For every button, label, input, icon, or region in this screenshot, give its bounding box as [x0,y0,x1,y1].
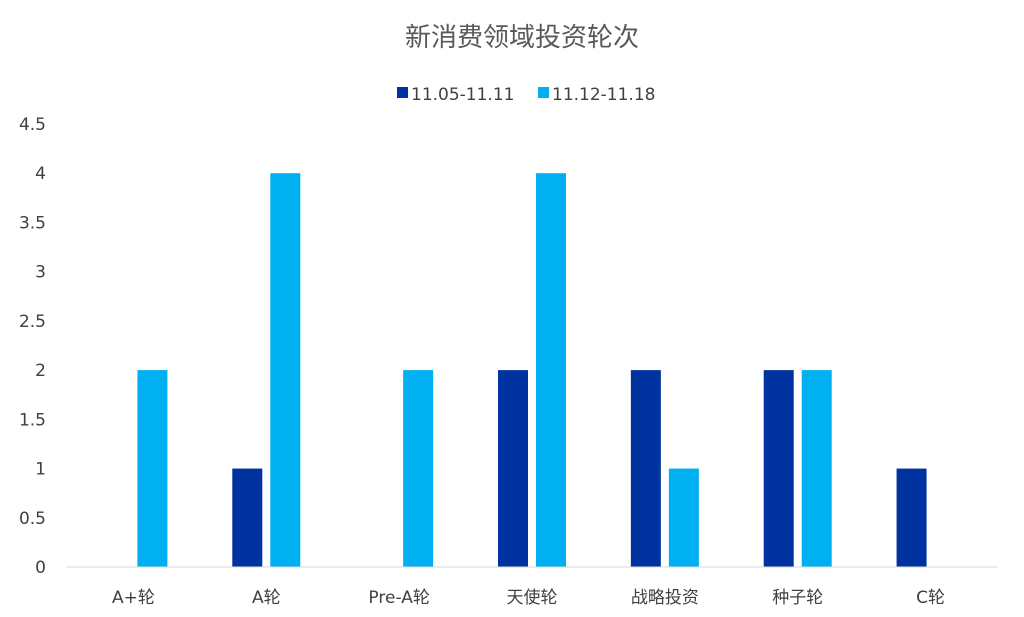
y-tick-label: 2 [35,361,46,381]
chart-title: 新消费领域投资轮次 [405,23,639,53]
bar-series-1 [763,370,794,567]
bar-series-1 [896,468,927,567]
bars [137,173,927,567]
x-tick-label: A+轮 [112,588,155,608]
x-tick-label: C轮 [916,588,945,608]
x-tick-label: 天使轮 [507,587,558,608]
y-tick-label: 1.5 [19,410,46,430]
bar-series-1 [630,370,661,567]
bar-series-1 [232,468,263,567]
x-tick-label: 种子轮 [772,588,823,608]
bar-series-2 [801,370,832,567]
x-axis: A+轮 A轮 Pre-A轮 天使轮 战略投资 种子轮 C轮 [112,587,945,608]
legend-label-series-1: 11.05-11.11 [411,85,514,105]
y-tick-label: 3.5 [19,213,46,233]
y-axis: 0 0.5 1 1.5 2 2.5 3 3.5 4 4.5 [19,115,46,578]
y-tick-label: 0.5 [19,509,46,529]
bar-series-2 [536,173,566,567]
y-tick-label: 3 [35,263,46,283]
bar-series-2 [270,173,301,567]
y-tick-label: 1 [35,460,46,480]
bar-series-1 [498,370,528,567]
legend: 11.05-11.11 11.12-11.18 [397,85,655,105]
legend-label-series-2: 11.12-11.18 [552,85,655,105]
bar-series-2 [668,468,699,567]
y-tick-label: 4 [35,164,46,184]
y-tick-label: 2.5 [19,312,46,332]
y-tick-label: 0 [35,558,46,578]
legend-swatch-series-1 [397,87,408,98]
bar-series-2 [403,370,434,567]
x-tick-label: A轮 [252,588,281,608]
x-tick-label: Pre-A轮 [368,588,429,608]
legend-swatch-series-2 [538,87,549,98]
x-tick-label: 战略投资 [631,588,699,608]
bar-series-2 [137,370,168,567]
y-tick-label: 4.5 [19,115,46,135]
